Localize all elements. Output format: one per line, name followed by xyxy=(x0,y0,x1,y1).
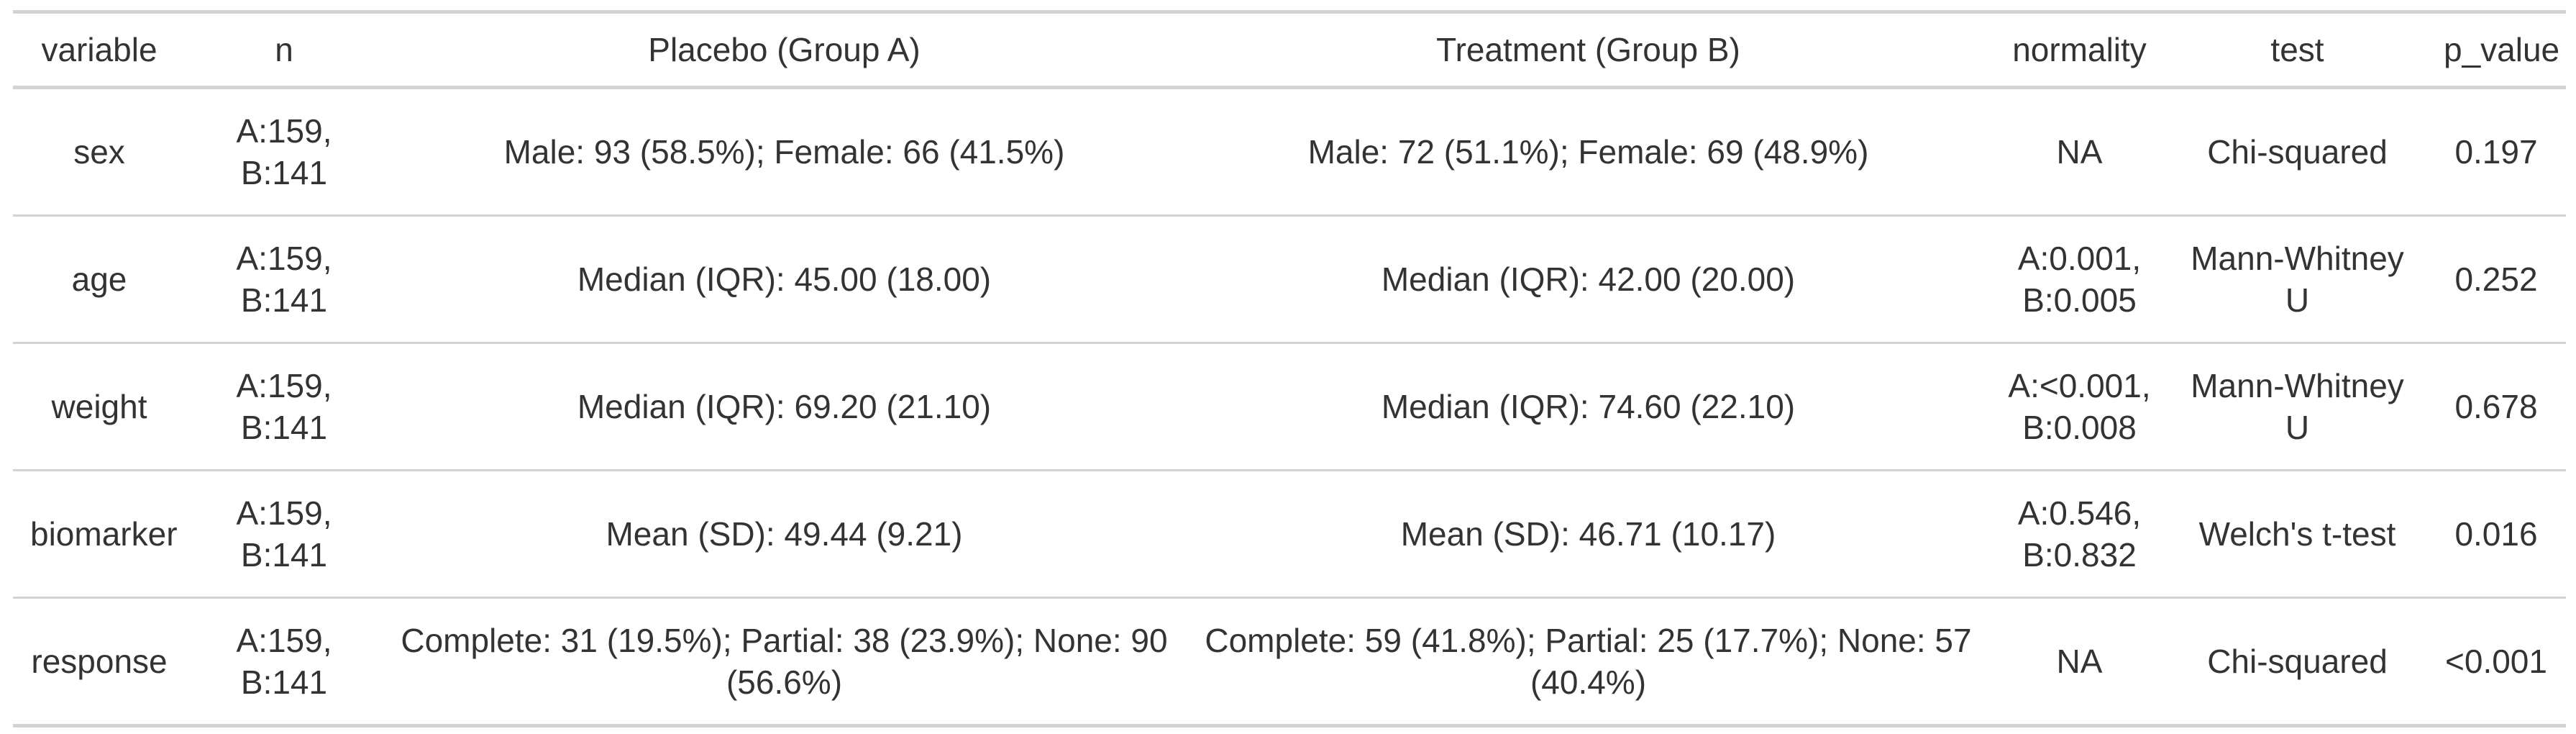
table-cell: 0.252 xyxy=(2426,215,2566,344)
table-cell: age xyxy=(13,215,186,344)
table-cell: Median (IQR): 74.60 (22.10) xyxy=(1186,343,1991,471)
table-row: sex A:159, B:141 Male: 93 (58.5%); Female:… xyxy=(13,87,2566,217)
table-cell: response xyxy=(13,597,186,728)
header-cell: Placebo (Group A) xyxy=(383,10,1186,89)
table-cell: biomarker xyxy=(13,470,186,599)
header-cell: Treatment (Group B) xyxy=(1186,10,1991,89)
table-cell: A:159, B:141 xyxy=(186,597,383,728)
header-cell: variable xyxy=(13,10,186,89)
table-cell: Median (IQR): 69.20 (21.10) xyxy=(383,343,1186,471)
table-cell: <0.001 xyxy=(2426,597,2566,728)
table-cell: Median (IQR): 42.00 (20.00) xyxy=(1186,215,1991,344)
table-cell: 0.197 xyxy=(2426,87,2566,217)
table-cell: Mean (SD): 46.71 (10.17) xyxy=(1186,470,1991,599)
table-body: sex A:159, B:141 Male: 93 (58.5%); Female:… xyxy=(13,87,2566,728)
table-row: weight A:159, B:141 Median (IQR): 69.20 (2… xyxy=(13,343,2566,471)
header-cell: normality xyxy=(1991,10,2168,89)
table-cell: Mann-Whitney U xyxy=(2168,215,2426,344)
table-row: biomarker A:159, B:141 Mean (SD): 49.44 (9… xyxy=(13,470,2566,599)
table-cell: Mean (SD): 49.44 (9.21) xyxy=(383,470,1186,599)
table-row: age A:159, B:141 Median (IQR): 45.00 (18.0… xyxy=(13,215,2566,344)
table-row: response A:159, B:141 Complete: 31 (19.5%)… xyxy=(13,597,2566,728)
table-cell: NA xyxy=(1991,597,2168,728)
table-cell: A:<0.001, B:0.008 xyxy=(1991,343,2168,471)
table-cell: Welch's t-test xyxy=(2168,470,2426,599)
table-cell: Chi-squared xyxy=(2168,87,2426,217)
table-cell: A:0.546, B:0.832 xyxy=(1991,470,2168,599)
table-cell: Male: 93 (58.5%); Female: 66 (41.5%) xyxy=(383,87,1186,217)
table-cell: 0.016 xyxy=(2426,470,2566,599)
table-cell: NA xyxy=(1991,87,2168,217)
table-cell: Chi-squared xyxy=(2168,597,2426,728)
summary-table: variable n Placebo (Group A) Treatment (Gro… xyxy=(13,10,2566,728)
table-cell: Complete: 31 (19.5%); Partial: 38 (23.9%… xyxy=(383,597,1186,728)
table-cell: A:159, B:141 xyxy=(186,470,383,599)
header-cell: p_value xyxy=(2426,10,2566,89)
table-cell: 0.678 xyxy=(2426,343,2566,471)
table-cell: weight xyxy=(13,343,186,471)
table-cell: A:159, B:141 xyxy=(186,215,383,344)
table-cell: A:159, B:141 xyxy=(186,343,383,471)
table-cell: A:0.001, B:0.005 xyxy=(1991,215,2168,344)
table-cell: A:159, B:141 xyxy=(186,87,383,217)
table-cell: Male: 72 (51.1%); Female: 69 (48.9%) xyxy=(1186,87,1991,217)
header-cell: test xyxy=(2168,10,2426,89)
table-cell: Mann-Whitney U xyxy=(2168,343,2426,471)
table-cell: sex xyxy=(13,87,186,217)
header-cell: n xyxy=(186,10,383,89)
table-cell: Median (IQR): 45.00 (18.00) xyxy=(383,215,1186,344)
table-cell: Complete: 59 (41.8%); Partial: 25 (17.7%… xyxy=(1186,597,1991,728)
header-row: variable n Placebo (Group A) Treatment (Gro… xyxy=(13,10,2566,89)
